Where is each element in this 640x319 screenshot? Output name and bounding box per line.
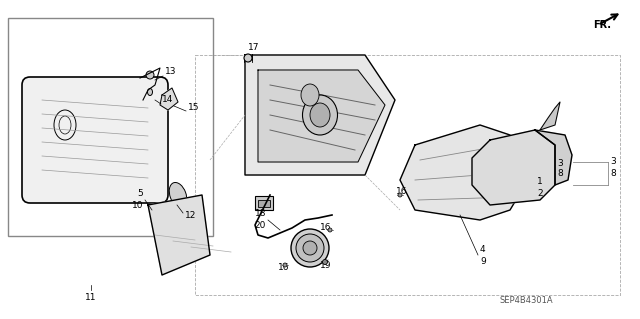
Ellipse shape — [296, 234, 324, 262]
Text: 3: 3 — [610, 158, 616, 167]
Text: 16: 16 — [396, 188, 408, 197]
Text: 10: 10 — [131, 201, 143, 210]
Text: 5: 5 — [137, 189, 143, 197]
Text: 12: 12 — [185, 211, 196, 219]
Ellipse shape — [303, 241, 317, 255]
Ellipse shape — [291, 229, 329, 267]
FancyBboxPatch shape — [22, 77, 168, 203]
Ellipse shape — [283, 263, 287, 267]
Text: FR.: FR. — [593, 20, 611, 30]
Text: 17: 17 — [248, 43, 259, 53]
Text: 1: 1 — [537, 177, 543, 187]
Text: SEP4B4301A: SEP4B4301A — [500, 296, 554, 305]
Polygon shape — [258, 70, 385, 162]
Polygon shape — [472, 130, 555, 205]
Ellipse shape — [244, 54, 252, 62]
Text: 11: 11 — [85, 293, 97, 302]
Ellipse shape — [301, 84, 319, 106]
Polygon shape — [400, 125, 530, 220]
Text: 8: 8 — [610, 168, 616, 177]
Text: 18: 18 — [255, 209, 266, 218]
Text: 3: 3 — [557, 159, 563, 167]
Text: 8: 8 — [557, 169, 563, 179]
Ellipse shape — [169, 182, 187, 208]
Ellipse shape — [147, 88, 152, 95]
Polygon shape — [245, 55, 395, 175]
Text: 15: 15 — [188, 102, 200, 112]
Text: 19: 19 — [320, 261, 332, 270]
Polygon shape — [535, 130, 572, 185]
Polygon shape — [540, 102, 560, 130]
Text: 4: 4 — [480, 246, 486, 255]
Text: 9: 9 — [480, 256, 486, 265]
Text: 16: 16 — [278, 263, 289, 272]
Ellipse shape — [303, 95, 337, 135]
Text: 13: 13 — [165, 68, 177, 77]
Text: 2: 2 — [537, 189, 543, 197]
Ellipse shape — [328, 228, 332, 232]
Bar — [258, 200, 270, 207]
Polygon shape — [148, 195, 210, 275]
Text: 16: 16 — [320, 224, 332, 233]
Polygon shape — [160, 88, 178, 110]
Ellipse shape — [398, 193, 402, 197]
Bar — [255, 196, 273, 210]
Bar — [8, 18, 213, 236]
Ellipse shape — [323, 259, 328, 264]
Ellipse shape — [146, 71, 154, 79]
Ellipse shape — [310, 103, 330, 127]
Text: 14: 14 — [162, 95, 173, 105]
Text: 20: 20 — [255, 220, 266, 229]
